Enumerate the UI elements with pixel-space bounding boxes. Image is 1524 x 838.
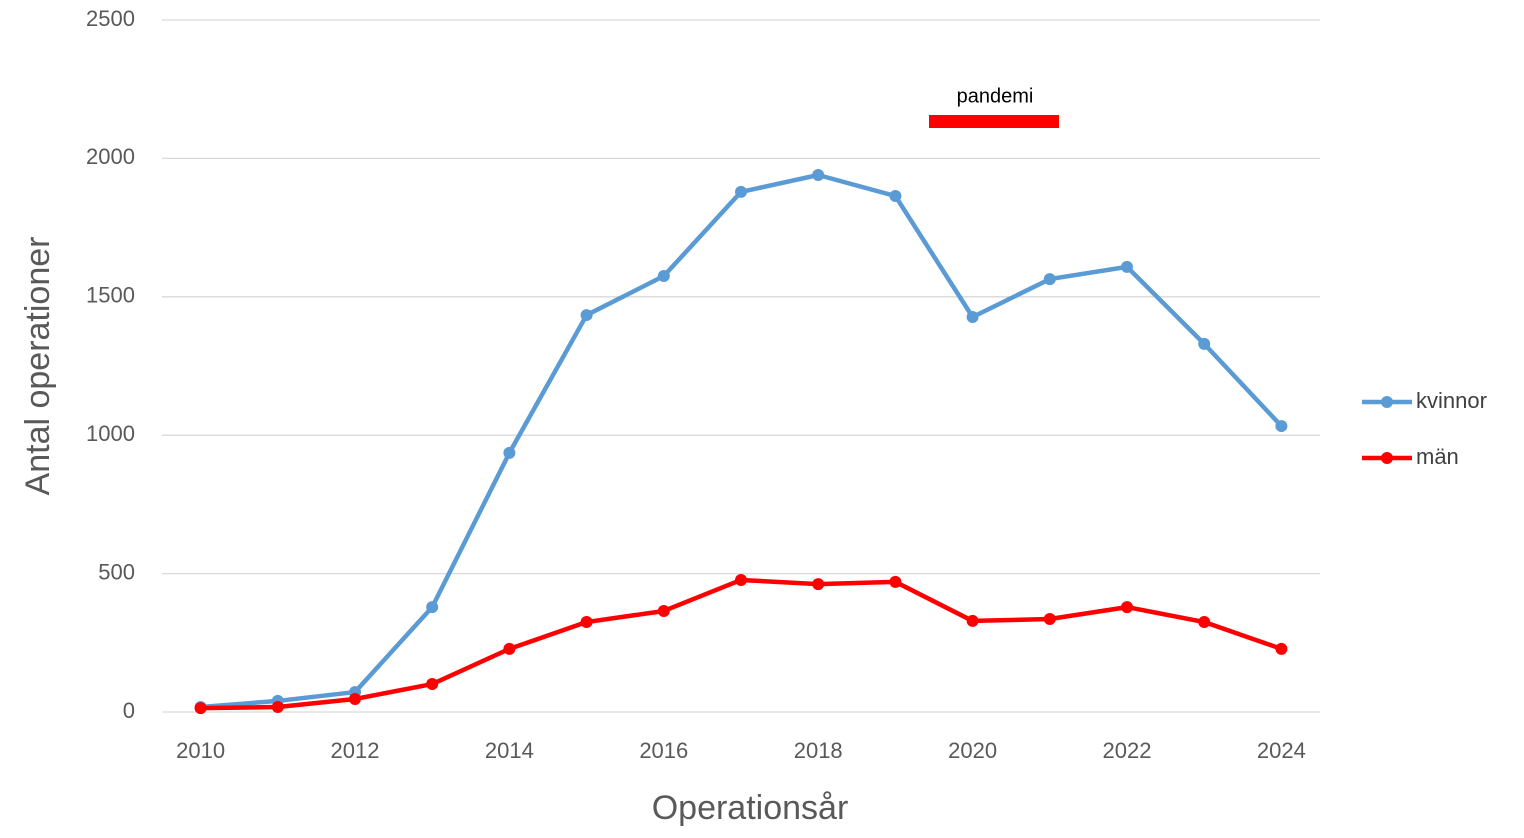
data-point — [812, 169, 825, 182]
y-tick-label: 500 — [98, 559, 135, 584]
data-point — [1043, 612, 1056, 625]
data-point — [271, 701, 284, 714]
series-line — [200, 577, 1283, 711]
data-point — [657, 270, 670, 283]
data-point — [1121, 601, 1133, 614]
pandemic-bar — [929, 115, 1059, 128]
data-point — [426, 601, 439, 614]
data-point — [657, 604, 670, 617]
x-tick-label: 2012 — [331, 738, 380, 763]
x-tick-label: 2022 — [1103, 738, 1152, 763]
data-point — [889, 190, 902, 203]
x-tick-label: 2014 — [485, 738, 534, 763]
data-point — [1198, 337, 1211, 350]
data-point — [349, 692, 361, 705]
data-point — [812, 578, 825, 591]
x-tick-label: 2018 — [794, 738, 843, 763]
y-tick-label: 1500 — [86, 283, 135, 308]
data-point — [580, 309, 593, 322]
legend-label: kvinnor — [1416, 388, 1487, 413]
x-tick-label: 2024 — [1257, 738, 1306, 763]
data-point — [194, 702, 207, 715]
legend-marker — [1381, 396, 1393, 408]
legend-marker — [1381, 452, 1393, 464]
data-point — [503, 446, 516, 459]
data-point — [735, 185, 747, 198]
y-axis-title: Antal operationer — [19, 237, 57, 496]
y-tick-label: 2500 — [86, 6, 135, 31]
data-point — [1275, 420, 1288, 433]
x-tick-label: 2016 — [639, 738, 688, 763]
data-point — [735, 573, 747, 586]
data-point — [889, 575, 902, 588]
y-tick-label: 2000 — [86, 144, 135, 169]
x-tick-label: 2020 — [948, 738, 997, 763]
legend-label: män — [1416, 444, 1459, 469]
x-tick-label: 2010 — [176, 738, 225, 763]
y-tick-label: 0 — [123, 698, 135, 723]
data-point — [966, 311, 979, 324]
data-point — [1121, 260, 1133, 273]
data-point — [503, 642, 516, 655]
series-line — [200, 172, 1284, 710]
data-point — [966, 614, 979, 627]
data-point — [426, 678, 439, 691]
annotation: pandemi — [957, 85, 1034, 107]
x-axis-title: Operationsår — [652, 789, 849, 827]
data-point — [580, 616, 593, 629]
data-point — [1043, 273, 1056, 286]
data-point — [1275, 642, 1288, 655]
data-point — [1198, 616, 1211, 629]
y-tick-label: 1000 — [86, 421, 135, 446]
